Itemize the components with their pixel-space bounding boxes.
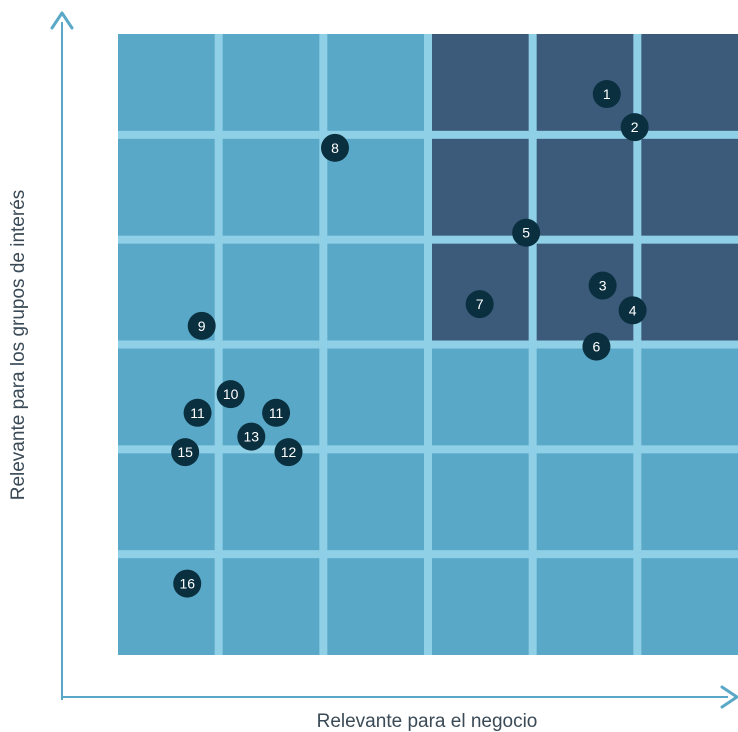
matrix-cell: [222, 558, 320, 655]
matrix-cell-highlight: [641, 34, 738, 131]
data-point-marker: [465, 290, 494, 319]
matrix-cell: [327, 348, 424, 446]
matrix-cell: [327, 453, 424, 551]
matrix-cell-highlight: [432, 138, 529, 236]
matrix-cell: [118, 558, 215, 655]
matrix-cell-highlight: [641, 138, 738, 236]
data-point-label: 13: [244, 429, 260, 445]
matrix-cell: [432, 558, 529, 655]
data-point-label: 5: [522, 225, 530, 241]
data-point-label: 11: [190, 405, 205, 421]
data-point-marker: [512, 218, 541, 247]
matrix-cell: [118, 138, 215, 236]
matrix-cell: [536, 348, 634, 446]
data-point-11: 11: [262, 398, 291, 427]
data-point-marker: [262, 398, 291, 427]
data-point-label: 16: [179, 576, 195, 592]
data-point-marker: [216, 380, 245, 409]
matrix-cell: [222, 34, 320, 131]
data-point-label: 3: [599, 278, 607, 294]
matrix-cell: [641, 558, 738, 655]
data-point-11: 11: [183, 398, 212, 427]
matrix-cell-highlight: [536, 34, 634, 131]
data-point-label: 4: [629, 302, 637, 318]
data-point-13: 13: [237, 422, 266, 451]
data-point-label: 12: [281, 444, 297, 460]
data-point-label: 10: [223, 386, 239, 402]
y-axis-arrowhead: [50, 11, 74, 30]
matrix-cell: [327, 34, 424, 131]
data-point-3: 3: [588, 271, 617, 300]
data-point-marker: [588, 271, 617, 300]
data-point-marker: [620, 113, 649, 142]
data-point-9: 9: [187, 311, 216, 340]
matrix-cell: [118, 348, 215, 446]
data-point-marker: [171, 438, 200, 467]
matrix-cell: [536, 558, 634, 655]
data-point-2: 2: [620, 113, 649, 142]
data-point-label: 15: [177, 444, 193, 460]
matrix-cell-highlight: [536, 138, 634, 236]
matrix-cell-highlight: [432, 34, 529, 131]
data-point-label: 6: [593, 339, 601, 355]
data-point-label: 8: [331, 140, 339, 156]
data-point-10: 10: [216, 380, 245, 409]
data-point-label: 2: [631, 119, 639, 135]
x-axis-title: Relevante para el negocio: [317, 711, 538, 732]
data-point-16: 16: [173, 569, 202, 598]
data-point-label: 9: [198, 318, 206, 334]
y-axis-title: Relevante para los grupos de interés: [8, 190, 29, 501]
matrix-cell: [222, 138, 320, 236]
matrix-cell: [327, 243, 424, 341]
data-point-4: 4: [618, 296, 647, 325]
data-point-8: 8: [321, 133, 349, 162]
matrix-cell: [118, 453, 215, 551]
matrix-cell: [432, 453, 529, 551]
matrix-cell-highlight: [641, 243, 738, 341]
data-point-label: 11: [269, 405, 284, 421]
matrix-cell: [536, 453, 634, 551]
data-point-6: 6: [582, 332, 611, 361]
matrix-cell: [222, 453, 320, 551]
data-point-marker: [592, 80, 621, 109]
data-point-marker: [582, 332, 611, 361]
data-point-marker: [187, 311, 216, 340]
matrix-cell: [118, 34, 215, 131]
x-axis-arrowhead: [720, 685, 738, 709]
data-point-marker: [274, 438, 303, 467]
matrix-cell: [222, 243, 320, 341]
matrix-cell: [327, 558, 424, 655]
data-point-marker: [618, 296, 647, 325]
data-point-marker: [173, 569, 202, 598]
data-point-marker: [237, 422, 266, 451]
data-point-marker: [183, 398, 212, 427]
matrix-cell: [641, 348, 738, 446]
data-point-label: 1: [603, 86, 611, 102]
data-point-marker: [321, 133, 349, 162]
data-point-15: 15: [171, 438, 200, 467]
data-point-5: 5: [512, 218, 541, 247]
data-point-7: 7: [465, 290, 494, 319]
matrix-cell-highlight: [536, 243, 634, 341]
matrix-cell: [641, 453, 738, 551]
matrix-cell: [432, 348, 529, 446]
data-point-label: 7: [476, 296, 484, 312]
data-point-1: 1: [592, 80, 621, 109]
data-point-12: 12: [274, 438, 303, 467]
axes: [50, 11, 738, 709]
